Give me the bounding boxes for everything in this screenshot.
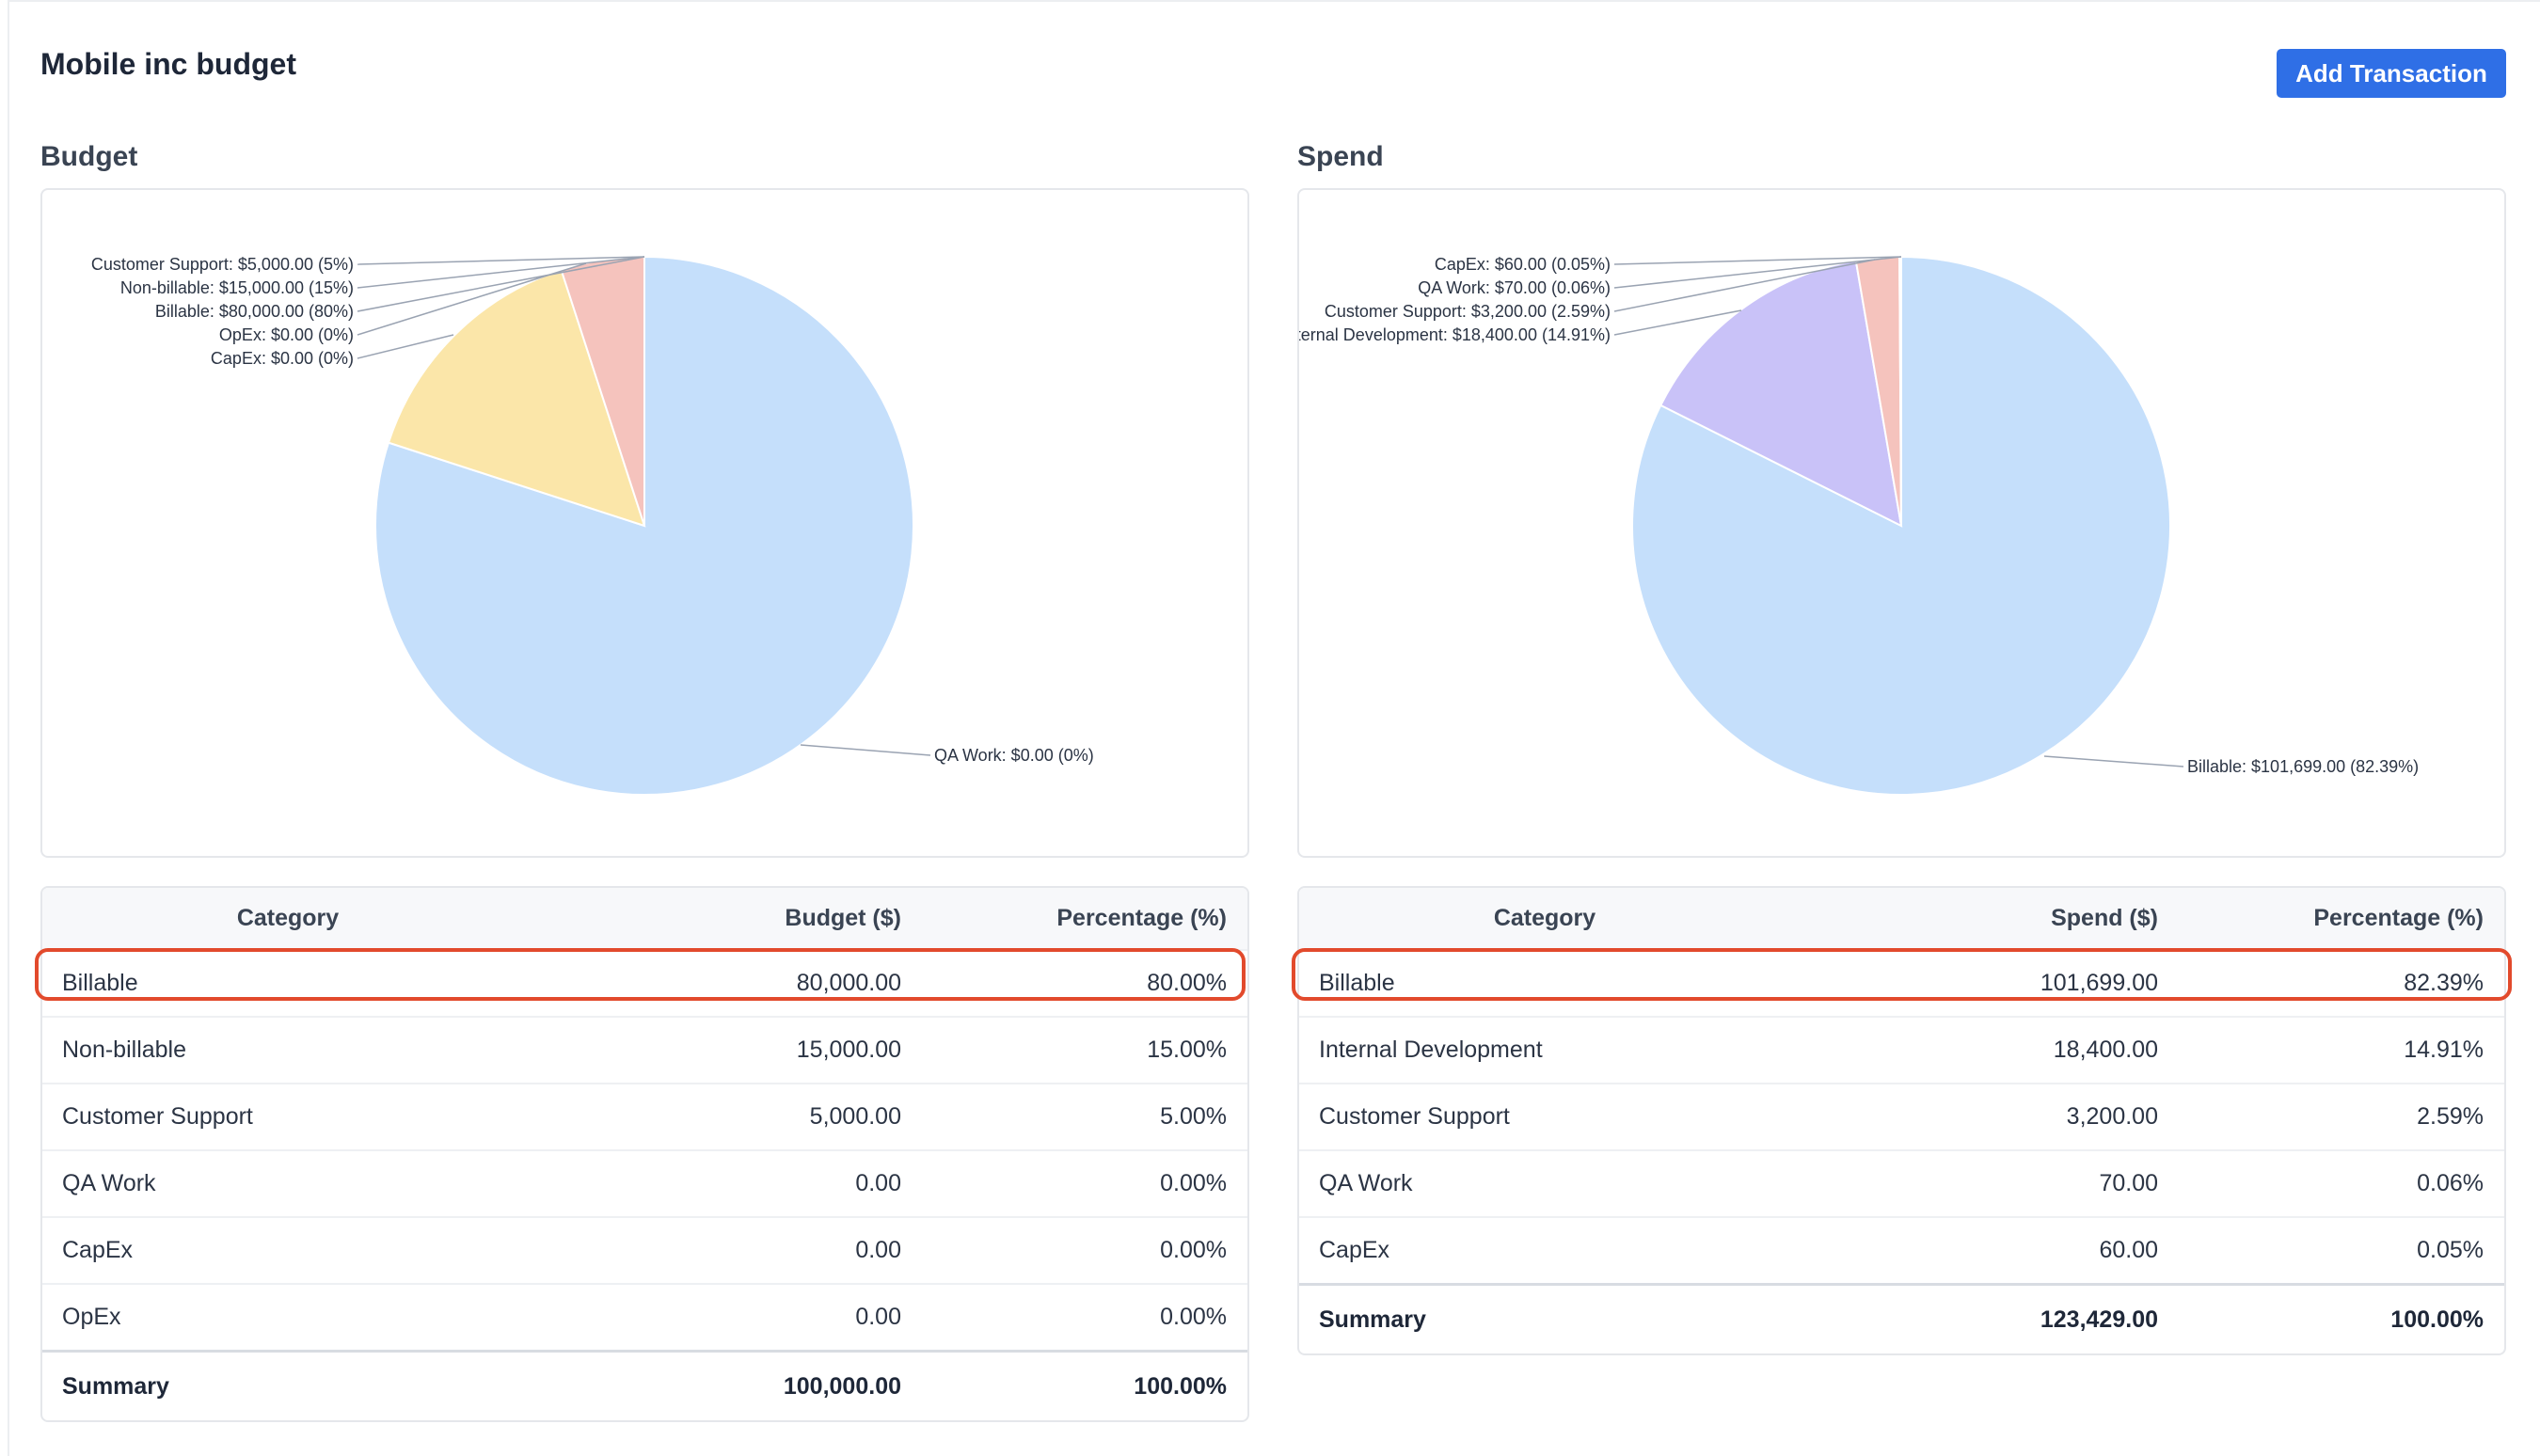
amount-cell: 15,000.00 [533,1016,911,1084]
summary-percent: 100.00% [2167,1283,2504,1353]
percent-cell: 0.00% [911,1149,1247,1217]
category-cell: QA Work [42,1149,533,1217]
pie-slice-internal-development[interactable] [1659,259,1903,528]
spend-pie-chart-card: CapEx: $60.00 (0.05%) QA Work: $70.00 (0.… [1297,188,2506,858]
pie-label: CapEx: $0.00 (0%) [211,349,354,368]
pie-leader-line [1613,256,1902,265]
table-header-row: Category Budget ($) Percentage (%) [42,888,1247,950]
budget-pie-chart: Customer Support: $5,000.00 (5%) Non-bill… [91,255,1094,796]
column-header-category[interactable]: Category [236,905,340,931]
percent-cell: 0.00% [911,1283,1247,1352]
budget-section-title: Budget [40,141,138,172]
table-row-billable[interactable]: Billable 80,000.00 80.00% [42,949,1247,1017]
amount-cell: 80,000.00 [533,949,911,1017]
pie-leader-line [1613,309,1742,336]
pie-label: Customer Support: $5,000.00 (5%) [91,255,354,274]
pie-leader-line [1613,256,1902,289]
budget-table-card: Category Budget ($) Percentage (%) Billa… [40,886,1249,1422]
pie-label: CapEx: $60.00 (0.05%) [1435,255,1611,274]
category-cell: CapEx [1299,1216,1790,1285]
column-header-category[interactable]: Category [1493,905,1596,931]
pie-label: QA Work: $70.00 (0.06%) [1418,278,1611,297]
add-transaction-button[interactable]: Add Transaction [2277,49,2506,98]
percent-cell: 80.00% [911,949,1247,1017]
table-row-capex[interactable]: CapEx 0.00 0.00% [42,1216,1247,1284]
pie-label: QA Work: $0.00 (0%) [934,746,1094,765]
category-cell: CapEx [42,1216,533,1284]
pie-label: Non-billable: $15,000.00 (15%) [120,278,354,297]
table-header-row: Category Spend ($) Percentage (%) [1299,888,2504,950]
category-cell: Customer Support [1299,1083,1790,1150]
amount-cell: 101,699.00 [1790,949,2167,1017]
summary-percent: 100.00% [911,1350,1247,1420]
amount-cell: 0.00 [533,1149,911,1217]
amount-cell: 70.00 [1790,1149,2167,1217]
pie-leader-line [357,334,454,359]
pie-leader-line [357,256,645,265]
pie-label: Internal Development: $18,400.00 (14.91%… [1299,325,1611,344]
amount-cell: 60.00 [1790,1216,2167,1285]
category-cell: QA Work [1299,1149,1790,1217]
percent-cell: 0.06% [2167,1149,2504,1217]
summary-row: Summary 100,000.00 100.00% [42,1350,1247,1420]
percent-cell: 5.00% [911,1083,1247,1150]
table-row-capex[interactable]: CapEx 60.00 0.05% [1299,1216,2504,1285]
percent-cell: 15.00% [911,1016,1247,1084]
table-row-billable[interactable]: Billable 101,699.00 82.39% [1299,949,2504,1017]
pie-leader-line [1613,259,1876,312]
pie-label: Customer Support: $3,200.00 (2.59%) [1325,302,1611,321]
column-header-budget[interactable]: Budget ($) [785,905,901,931]
percent-cell: 0.00% [911,1216,1247,1284]
percent-cell: 82.39% [2167,949,2504,1017]
table-row-non-billable[interactable]: Non-billable 15,000.00 15.00% [42,1016,1247,1084]
table-row-qa-work[interactable]: QA Work 0.00 0.00% [42,1149,1247,1217]
budget-pie-chart-card: Customer Support: $5,000.00 (5%) Non-bill… [40,188,1249,858]
pie-leader-line [357,262,587,336]
category-cell: OpEx [42,1283,533,1352]
table-row-customer-support[interactable]: Customer Support 5,000.00 5.00% [42,1083,1247,1150]
pie-label: Billable: $80,000.00 (80%) [155,302,354,321]
pie-leader-line [357,256,645,289]
summary-amount: 123,429.00 [1790,1283,2167,1353]
spend-pie-chart: CapEx: $60.00 (0.05%) QA Work: $70.00 (0.… [1299,255,2419,796]
pie-label: OpEx: $0.00 (0%) [219,325,354,344]
category-cell: Non-billable [42,1016,533,1084]
category-cell: Customer Support [42,1083,533,1150]
pie-leader-line [357,256,645,312]
spend-table: Category Spend ($) Percentage (%) Billab… [1299,888,2504,1353]
table-row-customer-support[interactable]: Customer Support 3,200.00 2.59% [1299,1083,2504,1150]
category-cell: Billable [1299,949,1790,1017]
budget-table: Category Budget ($) Percentage (%) Billa… [42,888,1247,1420]
table-row-internal-development[interactable]: Internal Development 18,400.00 14.91% [1299,1016,2504,1084]
summary-amount: 100,000.00 [533,1350,911,1420]
column-header-percentage[interactable]: Percentage (%) [1056,905,1227,931]
percent-cell: 14.91% [2167,1016,2504,1084]
spend-table-card: Category Spend ($) Percentage (%) Billab… [1297,886,2506,1355]
pie-slice-capex[interactable] [1899,255,1902,527]
amount-cell: 0.00 [533,1216,911,1284]
category-cell: Billable [42,949,533,1017]
table-row-opex[interactable]: OpEx 0.00 0.00% [42,1283,1247,1352]
amount-cell: 5,000.00 [533,1083,911,1150]
table-row-qa-work[interactable]: QA Work 70.00 0.06% [1299,1149,2504,1217]
summary-label: Summary [42,1350,533,1420]
category-cell: Internal Development [1299,1016,1790,1084]
percent-cell: 2.59% [2167,1083,2504,1150]
pie-leader-line [2043,755,2184,768]
column-header-percentage[interactable]: Percentage (%) [2313,905,2484,931]
amount-cell: 3,200.00 [1790,1083,2167,1150]
pie-label: Billable: $101,699.00 (82.39%) [2187,757,2419,776]
app-frame [8,0,2540,1456]
amount-cell: 0.00 [533,1283,911,1352]
summary-label: Summary [1299,1283,1790,1353]
spend-section-title: Spend [1297,141,1384,172]
amount-cell: 18,400.00 [1790,1016,2167,1084]
percent-cell: 0.05% [2167,1216,2504,1285]
pie-leader-line [800,744,931,756]
page-title: Mobile inc budget [40,47,296,81]
column-header-spend[interactable]: Spend ($) [2051,905,2158,931]
summary-row: Summary 123,429.00 100.00% [1299,1283,2504,1353]
